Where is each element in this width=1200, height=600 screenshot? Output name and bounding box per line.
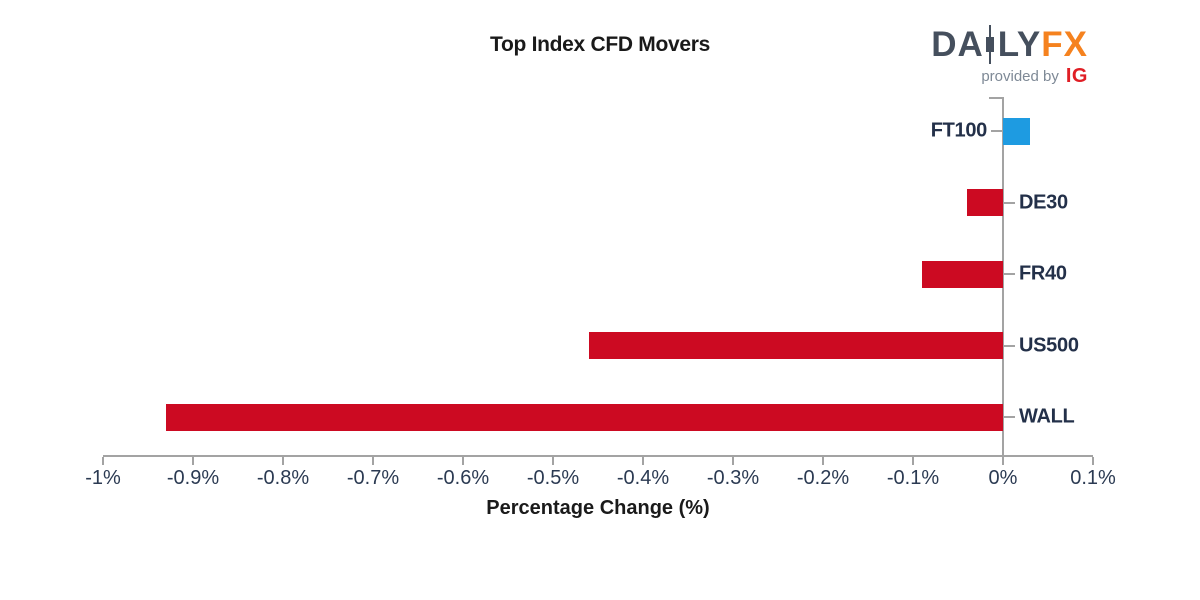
x-axis-line — [103, 455, 1093, 457]
x-tick-label--0.5%: -0.5% — [526, 467, 580, 489]
x-tick--0.4% — [642, 457, 644, 465]
x-tick-label-0.1%: 0.1% — [1070, 467, 1116, 489]
x-tick-label--0.6%: -0.6% — [436, 467, 490, 489]
x-tick-label--0.4%: -0.4% — [616, 467, 670, 489]
bar-de30 — [967, 189, 1003, 216]
dailyfx-logo: DA LY FX provided by IG — [931, 24, 1088, 88]
x-tick-label--0.7%: -0.7% — [346, 467, 400, 489]
category-tick-de30 — [1004, 201, 1015, 204]
x-tick-0.1% — [1092, 457, 1094, 465]
x-tick-0% — [1002, 457, 1004, 465]
bar-ft100 — [1003, 117, 1030, 145]
bar-label-us500: US500 — [1019, 334, 1079, 356]
bar-label-de30: DE30 — [1019, 191, 1068, 213]
bar-wall — [166, 403, 1003, 431]
category-tick-wall — [1004, 416, 1015, 418]
x-tick--0.1% — [912, 457, 914, 465]
bar-us500 — [589, 332, 1003, 359]
candlestick-icon — [986, 25, 995, 64]
x-tick-label--0.9%: -0.9% — [166, 467, 220, 489]
bar-label-wall: WALL — [1019, 405, 1075, 428]
x-tick--0.9% — [192, 457, 194, 465]
x-tick--0.7% — [372, 457, 374, 465]
bar-label-ft100: FT100 — [930, 119, 988, 142]
bar-label-fr40: FR40 — [1019, 262, 1067, 285]
zero-axis-end-cap — [989, 97, 1003, 99]
category-tick-fr40 — [1004, 273, 1015, 275]
x-tick-label--0.8%: -0.8% — [256, 467, 310, 489]
x-tick-label--0.2%: -0.2% — [796, 467, 850, 489]
x-tick--0.2% — [822, 457, 824, 465]
x-tick-label--1%: -1% — [85, 467, 121, 489]
logo-text-fx: FX — [1041, 25, 1088, 64]
x-tick--0.3% — [732, 457, 734, 465]
x-tick-label--0.1%: -0.1% — [886, 467, 940, 489]
x-tick-label--0.3%: -0.3% — [706, 467, 760, 489]
provided-by-label: provided by — [981, 68, 1059, 85]
x-tick--1% — [102, 457, 104, 465]
category-tick-us500 — [1004, 344, 1015, 347]
zero-axis-line — [1002, 97, 1004, 457]
logo-subline: provided by IG — [931, 65, 1088, 88]
dailyfx-wordmark: DA LY FX — [931, 24, 1088, 64]
x-tick--0.6% — [462, 457, 464, 465]
bar-fr40 — [922, 260, 1003, 288]
logo-text-ly: LY — [997, 25, 1042, 64]
candlestick-body — [986, 37, 995, 52]
x-axis-title: Percentage Change (%) — [486, 497, 710, 519]
x-tick--0.5% — [552, 457, 554, 465]
x-tick-label-0%: 0% — [988, 467, 1018, 489]
chart-title: Top Index CFD Movers — [490, 33, 710, 56]
ig-logo: IG — [1065, 65, 1088, 87]
logo-text-da: DA — [931, 25, 984, 64]
x-tick--0.8% — [282, 457, 284, 465]
category-tick-ft100 — [991, 130, 1002, 132]
